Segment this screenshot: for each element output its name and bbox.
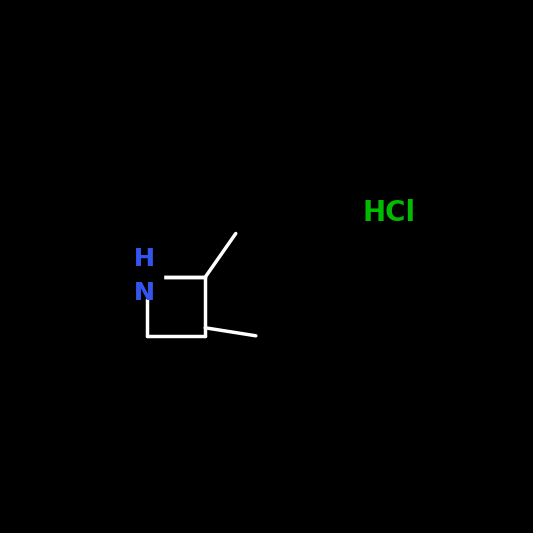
Bar <box>125 251 163 298</box>
Text: N: N <box>133 281 155 305</box>
Text: N: N <box>133 281 155 305</box>
Text: H: H <box>133 247 155 271</box>
Text: H: H <box>133 247 155 271</box>
Text: HCl: HCl <box>362 199 416 227</box>
